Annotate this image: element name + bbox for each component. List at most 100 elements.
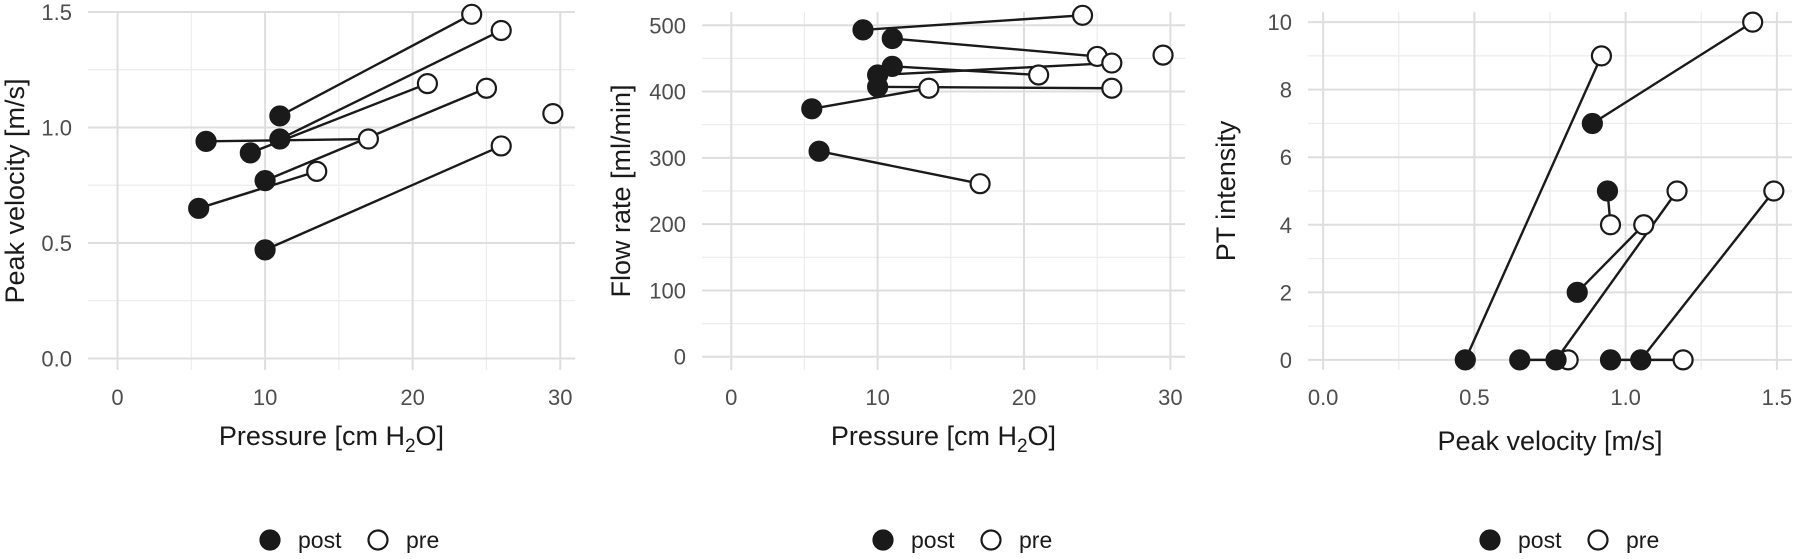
x-tick-label: 20 bbox=[400, 385, 424, 410]
pair-connector-line bbox=[811, 87, 930, 110]
y-tick-label: 0 bbox=[1280, 348, 1292, 373]
pre-point bbox=[1633, 214, 1655, 236]
y-tick-label: 4 bbox=[1280, 213, 1292, 238]
x-tick-label: 1.5 bbox=[1762, 385, 1793, 410]
legend-pre-label: pre bbox=[1019, 527, 1052, 553]
pre-point bbox=[1152, 44, 1174, 66]
post-point bbox=[1454, 349, 1476, 371]
post-point bbox=[1566, 281, 1588, 303]
x-tick-label: 1.0 bbox=[1610, 385, 1641, 410]
panel-peak-velocity-vs-pressure: 0 10 20 30 0.0 0.5 1.0 1.5 Pressure [cm H2O] Peak… bbox=[0, 0, 575, 553]
x-tick-label: 0 bbox=[725, 385, 737, 410]
post-point bbox=[867, 76, 889, 98]
pre-point bbox=[490, 19, 512, 42]
y-tick-label: 200 bbox=[649, 212, 686, 237]
legend-pre-swatch bbox=[1587, 529, 1609, 551]
x-tick-label: 10 bbox=[253, 385, 277, 410]
pre-point bbox=[918, 77, 940, 99]
x-axis-title: Pressure [cm H2O] bbox=[219, 421, 444, 457]
legend: post pre bbox=[259, 527, 439, 553]
pair-connector-line bbox=[1591, 21, 1754, 125]
post-point bbox=[801, 98, 823, 120]
post-point bbox=[239, 142, 261, 164]
pair-connector-line bbox=[818, 150, 981, 185]
legend-pre-label: pre bbox=[406, 527, 439, 553]
post-point bbox=[881, 27, 903, 50]
pre-point bbox=[1742, 11, 1764, 33]
legend: post pre bbox=[872, 527, 1052, 553]
y-tick-label: 6 bbox=[1280, 145, 1292, 170]
post-point bbox=[1596, 180, 1619, 202]
legend-post-swatch bbox=[259, 529, 281, 551]
pair-connector-line bbox=[892, 37, 1098, 58]
pair-connector-line bbox=[198, 170, 318, 210]
x-tick-label: 20 bbox=[1012, 385, 1036, 410]
x-axis-title: Pressure [cm H2O] bbox=[831, 421, 1056, 457]
pre-point bbox=[416, 72, 439, 95]
pre-point bbox=[461, 3, 483, 25]
y-tick-label: 0 bbox=[674, 345, 686, 370]
y-tick-label: 500 bbox=[649, 13, 686, 38]
y-axis-title: Flow rate [ml/min] bbox=[606, 84, 636, 297]
legend-post-label: post bbox=[298, 527, 342, 553]
pair-connector-line bbox=[1639, 190, 1775, 361]
legend: post pre bbox=[1479, 527, 1659, 553]
y-tick-label: 100 bbox=[649, 278, 686, 303]
pair-connector-line bbox=[1555, 190, 1679, 361]
pair-connector-line bbox=[877, 85, 1112, 90]
pre-point bbox=[1672, 349, 1694, 371]
x-tick-label: 0.0 bbox=[1308, 385, 1339, 410]
post-point bbox=[254, 239, 276, 261]
y-tick-label: 1.0 bbox=[41, 115, 72, 140]
post-point bbox=[1545, 349, 1567, 371]
post-point bbox=[808, 140, 830, 162]
pre-point bbox=[1028, 64, 1050, 86]
pre-point bbox=[1071, 4, 1094, 26]
post-point bbox=[188, 197, 210, 219]
pre-point bbox=[306, 160, 328, 182]
post-point bbox=[1581, 112, 1603, 135]
post-point bbox=[269, 128, 291, 150]
x-tick-label: 30 bbox=[548, 385, 572, 410]
x-tick-label: 0.5 bbox=[1459, 385, 1490, 410]
pre-point bbox=[1763, 180, 1785, 202]
pair-connector-line bbox=[1576, 223, 1645, 294]
pre-point bbox=[1590, 45, 1613, 67]
pair-connector-line bbox=[1464, 55, 1603, 361]
legend-post-label: post bbox=[1518, 527, 1562, 553]
y-tick-label: 0.5 bbox=[41, 231, 72, 256]
pre-point bbox=[357, 128, 379, 150]
pair-connector-line bbox=[264, 144, 502, 251]
legend-post-label: post bbox=[911, 527, 955, 553]
y-tick-label: 10 bbox=[1268, 10, 1292, 35]
x-tick-label: 10 bbox=[865, 385, 889, 410]
y-tick-label: 0.0 bbox=[41, 346, 72, 371]
y-tick-label: 1.5 bbox=[41, 0, 72, 25]
pre-point bbox=[1101, 77, 1123, 99]
y-tick-label: 8 bbox=[1280, 78, 1292, 103]
y-axis-title: Peak velocity [m/s] bbox=[0, 78, 30, 303]
y-tick-label: 400 bbox=[649, 80, 686, 105]
legend-pre-label: pre bbox=[1626, 527, 1659, 553]
legend-post-swatch bbox=[872, 529, 894, 551]
x-axis-title: Peak velocity [m/s] bbox=[1437, 426, 1662, 456]
post-point bbox=[1630, 349, 1652, 371]
post-point bbox=[1599, 349, 1622, 371]
post-point bbox=[852, 19, 874, 41]
pre-point bbox=[1666, 180, 1688, 202]
panel-pt-intensity-vs-peak-velocity: 0.0 0.5 1.0 1.5 0 2 4 6 8 10 Peak velocity [m/s] PT… bbox=[1211, 10, 1792, 553]
pre-point bbox=[490, 135, 512, 157]
post-point bbox=[1509, 349, 1531, 371]
pre-point bbox=[542, 103, 564, 125]
y-axis-title: PT intensity bbox=[1211, 120, 1241, 261]
pair-connector-line bbox=[279, 13, 473, 117]
y-tick-label: 300 bbox=[649, 146, 686, 171]
pre-point bbox=[1101, 52, 1123, 74]
pre-point bbox=[969, 173, 991, 195]
pre-point bbox=[1599, 214, 1622, 236]
post-point bbox=[195, 130, 217, 152]
pair-connector-line bbox=[279, 29, 502, 141]
